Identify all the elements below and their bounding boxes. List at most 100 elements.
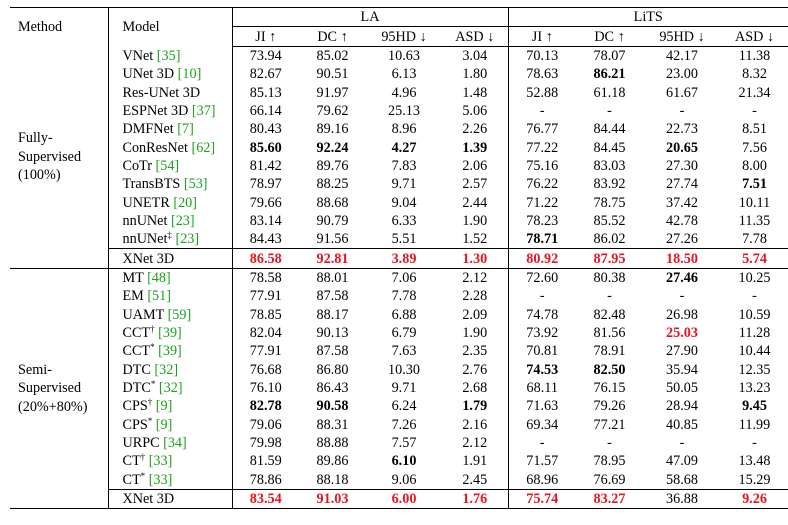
score-cell: 88.17 bbox=[316, 306, 349, 323]
score-cell: 75.74 bbox=[508, 488, 576, 510]
model-name: ConResNet bbox=[122, 139, 188, 156]
score-cell: 6.79 bbox=[391, 325, 417, 342]
score-cell: 77.21 bbox=[593, 416, 626, 433]
model-mark: † bbox=[140, 452, 146, 463]
score-cell: 78.23 bbox=[526, 212, 559, 229]
score-cell: 68.11 bbox=[526, 380, 558, 397]
citation-link[interactable]: [7] bbox=[177, 121, 194, 138]
score-cell: 76.15 bbox=[593, 380, 626, 397]
citation-link[interactable]: [62] bbox=[191, 139, 216, 156]
score-cell: 88.25 bbox=[316, 176, 349, 193]
model-name-cell: CCT* [39] bbox=[108, 342, 233, 361]
citation-link[interactable]: [23] bbox=[170, 212, 195, 229]
score-cell: 11.38 bbox=[738, 47, 771, 64]
score-cell: 88.31 bbox=[316, 416, 349, 433]
citation-link[interactable]: [35] bbox=[156, 47, 181, 64]
table-row: CoTr [54] 81.42 89.76 7.83 2.06 75.16 83.03 27.… bbox=[10, 156, 788, 176]
score-cell: 37.42 bbox=[666, 194, 698, 211]
score-cell: 68.96 bbox=[526, 471, 559, 488]
score-cell: 11.35 bbox=[738, 212, 771, 229]
citation-link[interactable]: [48] bbox=[147, 269, 171, 286]
model-name-cell: UNETR [20] bbox=[108, 193, 233, 212]
score-cell: 7.57 bbox=[391, 435, 417, 452]
model-name: XNet 3D bbox=[122, 250, 175, 267]
score-cell: 78.97 bbox=[249, 176, 282, 193]
score-cell: 83.27 bbox=[576, 488, 643, 510]
score-cell: 50.05 bbox=[666, 380, 698, 397]
citation-link[interactable]: [59] bbox=[167, 306, 192, 323]
score-cell: 83.03 bbox=[593, 157, 626, 174]
score-cell: 89.16 bbox=[316, 121, 349, 138]
citation-link[interactable]: [32] bbox=[158, 380, 183, 397]
model-name: CPS bbox=[122, 416, 148, 433]
score-cell: - bbox=[679, 435, 685, 452]
citation-link[interactable]: [53] bbox=[183, 176, 208, 193]
model-mark: * bbox=[147, 415, 153, 426]
score-cell: 83.54 bbox=[232, 488, 299, 510]
score-cell: 84.45 bbox=[593, 139, 626, 156]
citation-link[interactable]: [10] bbox=[177, 66, 202, 83]
score-cell: 84.44 bbox=[593, 121, 626, 138]
method-label-line: Semi- bbox=[18, 361, 52, 378]
score-cell: 77.22 bbox=[526, 139, 559, 156]
citation-link[interactable]: [9] bbox=[155, 416, 173, 433]
score-cell: 1.90 bbox=[442, 211, 509, 231]
citation-link[interactable]: [32] bbox=[154, 361, 179, 378]
score-cell: 69.34 bbox=[526, 416, 559, 433]
score-cell: 18.50 bbox=[643, 248, 721, 269]
score-cell: 7.78 bbox=[742, 231, 767, 248]
score-cell: 88.01 bbox=[299, 267, 366, 288]
metric-header: 95HD ↓ bbox=[643, 26, 721, 47]
score-cell: 40.85 bbox=[666, 416, 698, 433]
score-cell: 4.96 bbox=[391, 84, 417, 101]
citation-link[interactable]: [37] bbox=[191, 102, 216, 119]
table-row: DTC* [32] 76.10 86.43 9.71 2.68 68.11 76.15 50.… bbox=[10, 378, 788, 398]
table-row: CCT* [39] 77.91 87.58 7.63 2.35 70.81 78.91 27.… bbox=[10, 342, 788, 361]
score-cell: 88.68 bbox=[316, 194, 349, 211]
score-cell: 6.00 bbox=[366, 488, 442, 510]
table-row: nnUNet‡ [23] 84.43 91.56 5.51 1.52 78.71 86.02… bbox=[10, 230, 788, 249]
citation-link[interactable]: [33] bbox=[148, 471, 173, 488]
model-name: TransBTS bbox=[122, 176, 181, 193]
score-cell: 81.59 bbox=[249, 453, 282, 470]
score-cell: 9.45 bbox=[742, 398, 767, 415]
score-cell: 61.67 bbox=[666, 84, 698, 101]
score-cell: 7.56 bbox=[742, 139, 767, 156]
citation-link[interactable]: [51] bbox=[147, 288, 171, 305]
citation-link[interactable]: [20] bbox=[173, 194, 197, 211]
citation-link[interactable]: [23] bbox=[175, 231, 200, 248]
model-name: UNet 3D bbox=[122, 66, 175, 83]
score-cell: 82.48 bbox=[593, 306, 626, 323]
citation-link[interactable]: [9] bbox=[155, 398, 173, 415]
score-cell: 10.59 bbox=[738, 306, 771, 323]
score-cell: 25.13 bbox=[388, 102, 420, 119]
score-cell: 79.62 bbox=[316, 102, 349, 119]
score-cell: 1.30 bbox=[442, 248, 509, 269]
method-cell: Fully- Supervised (100%) bbox=[10, 46, 109, 269]
table-row: ESPNet 3D [37] 66.14 79.62 25.13 5.06 - - - - bbox=[10, 101, 788, 121]
score-cell: 2.45 bbox=[442, 470, 509, 490]
score-cell: 1.76 bbox=[442, 488, 509, 510]
citation-link[interactable]: [39] bbox=[158, 343, 182, 360]
score-cell: 10.11 bbox=[738, 194, 771, 211]
score-cell: 85.52 bbox=[593, 212, 626, 229]
citation-link[interactable]: [39] bbox=[158, 325, 182, 342]
score-cell: 1.90 bbox=[442, 323, 509, 343]
score-cell: 89.76 bbox=[316, 157, 349, 174]
model-name-cell: UNet 3D [10] bbox=[108, 65, 233, 84]
method-label-line: (20%+80%) bbox=[18, 398, 88, 415]
citation-link[interactable]: [34] bbox=[163, 435, 187, 452]
model-name-cell: nnUNet [23] bbox=[108, 211, 233, 231]
la-header: LA bbox=[232, 6, 509, 28]
score-cell: 7.26 bbox=[391, 416, 417, 433]
score-cell: 2.16 bbox=[442, 415, 509, 434]
score-cell: 79.66 bbox=[249, 194, 282, 211]
citation-link[interactable]: [33] bbox=[148, 453, 173, 470]
score-cell: 7.51 bbox=[742, 176, 767, 193]
table-row: DMFNet [7] 80.43 89.16 8.96 2.26 76.77 84.44 22… bbox=[10, 120, 788, 139]
score-cell: 13.48 bbox=[738, 453, 771, 470]
citation-link[interactable]: [54] bbox=[155, 157, 180, 174]
score-cell: 2.76 bbox=[442, 360, 509, 379]
score-cell: 7.63 bbox=[391, 343, 417, 360]
